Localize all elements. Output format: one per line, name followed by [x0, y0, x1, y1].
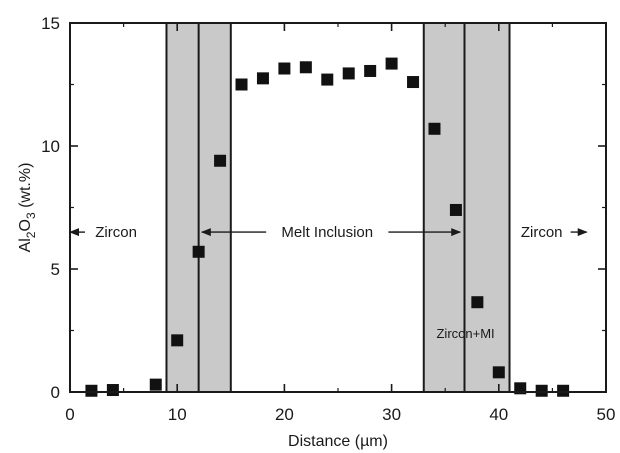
data-point [492, 366, 505, 379]
annotation-label: Zircon [95, 224, 137, 241]
data-point [85, 384, 98, 397]
data-point [214, 154, 227, 167]
annotations: Zircon Melt Inclusion Zircon Zircon+MI [69, 224, 588, 341]
data-point [321, 73, 334, 86]
data-point [449, 203, 462, 216]
x-tick-label: 20 [275, 405, 294, 424]
x-tick-label: 40 [489, 405, 508, 424]
shaded-band [422, 22, 511, 393]
x-tick-label: 10 [168, 405, 187, 424]
y-axis-label-part: 3 [24, 212, 38, 219]
x-tick-label: 0 [65, 405, 74, 424]
plot-frame [69, 22, 607, 393]
shaded-bands [165, 22, 511, 393]
data-point [428, 122, 441, 135]
y-axis-label-part: (wt.%) [17, 163, 34, 213]
data-point [385, 57, 398, 70]
y-tick-label: 0 [51, 383, 60, 402]
data-point [342, 67, 355, 80]
y-axis-label-part: O [17, 219, 34, 231]
x-tick-label: 30 [382, 405, 401, 424]
data-point [407, 76, 420, 89]
y-axis-label: Al2O3 (wt.%) [17, 163, 38, 253]
data-point [149, 378, 162, 391]
y-tick-label: 10 [41, 137, 60, 156]
x-axis-label: Distance (µm) [288, 433, 388, 450]
annotation-label: Melt Inclusion [281, 224, 373, 241]
x-tick-label: 50 [597, 405, 616, 424]
data-point [235, 78, 248, 91]
data-point [299, 61, 312, 74]
data-point [256, 72, 269, 85]
y-axis-label-part: Al [17, 238, 34, 252]
data-point [192, 245, 205, 258]
y-axis-label-part: 2 [24, 231, 38, 238]
axis-ticks: 0 10 20 30 40 50 0 5 10 15 [41, 14, 615, 424]
y-tick-label: 15 [41, 14, 60, 33]
data-point [471, 296, 484, 309]
data-point [171, 334, 184, 347]
data-point [364, 64, 377, 77]
data-point [557, 384, 570, 397]
annotation-label: Zircon [521, 224, 563, 241]
annotation-label: Zircon+MI [436, 326, 494, 341]
data-point [535, 384, 548, 397]
data-points [85, 57, 570, 397]
data-point [106, 384, 119, 397]
y-tick-label: 5 [51, 260, 60, 279]
data-point [278, 62, 291, 75]
